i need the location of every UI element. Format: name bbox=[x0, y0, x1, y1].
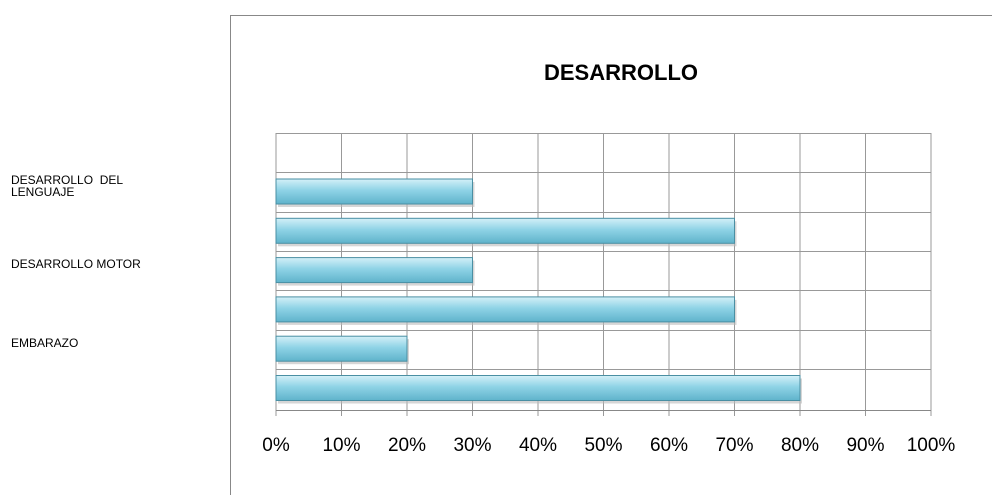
bar bbox=[275, 217, 735, 244]
category-label: DESARROLLO MOTOR bbox=[11, 257, 141, 272]
chart-frame bbox=[230, 15, 992, 495]
bar bbox=[275, 178, 473, 205]
x-tick-label: 30% bbox=[453, 435, 491, 456]
bar bbox=[275, 257, 473, 284]
x-tick-label: 0% bbox=[262, 435, 290, 456]
x-tick-label: 100% bbox=[907, 435, 956, 456]
bar bbox=[275, 335, 408, 362]
x-tick-label: 10% bbox=[322, 435, 360, 456]
x-tick-label: 50% bbox=[584, 435, 622, 456]
x-tick-label: 40% bbox=[519, 435, 557, 456]
x-tick-label: 20% bbox=[388, 435, 426, 456]
chart-title: DESARROLLO bbox=[544, 60, 698, 85]
x-tick-label: 70% bbox=[715, 435, 753, 456]
category-label: EMBARAZO bbox=[11, 335, 79, 350]
x-tick-label: 60% bbox=[650, 435, 688, 456]
x-tick-label: 90% bbox=[846, 435, 884, 456]
bar bbox=[275, 375, 801, 401]
bar bbox=[275, 296, 735, 323]
x-tick-label: 80% bbox=[781, 435, 819, 456]
category-label: DESARROLLO DEL LENGUAJE bbox=[11, 172, 126, 199]
